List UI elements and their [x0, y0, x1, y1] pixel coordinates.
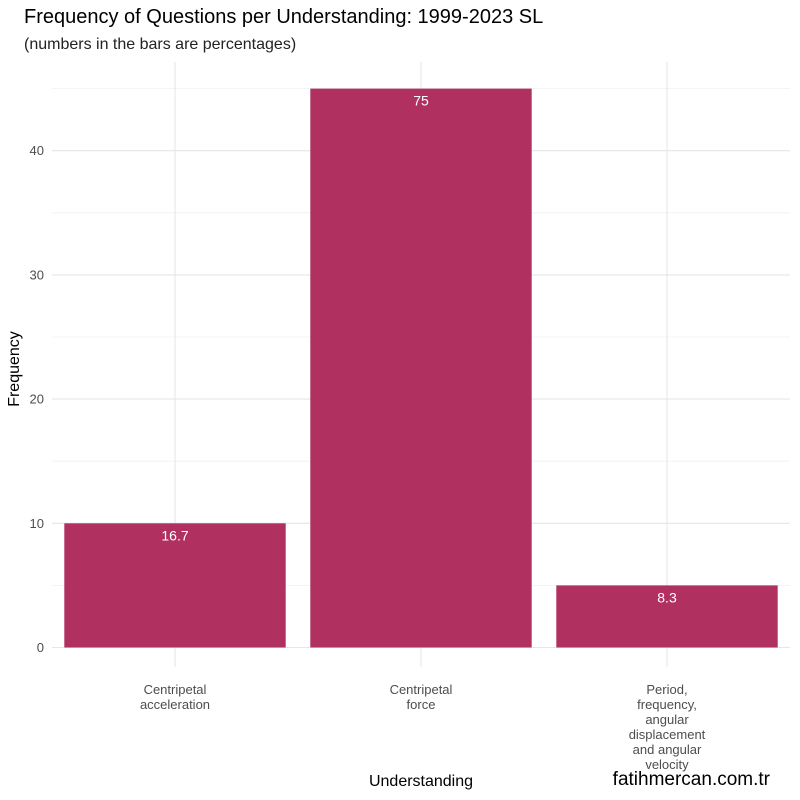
- watermark: fatihmercan.com.tr: [612, 769, 770, 790]
- bar: [556, 585, 778, 648]
- x-tick-label: Period, frequency, angular displacement and …: [629, 682, 706, 772]
- y-tick-label: 40: [30, 143, 44, 158]
- y-tick-label: 30: [30, 267, 44, 282]
- bar: [64, 523, 286, 648]
- x-axis-label: Understanding: [368, 773, 474, 790]
- bar-value-label: 75: [413, 93, 429, 109]
- y-tick-label: 0: [37, 640, 44, 655]
- chart-title: Frequency of Questions per Understanding…: [24, 6, 544, 28]
- bar-value-label: 8.3: [657, 589, 677, 605]
- x-tick-label: Centripetal acceleration: [140, 682, 210, 712]
- bar-value-label: 16.7: [161, 527, 188, 543]
- bar: [310, 88, 532, 648]
- chart-subtitle: (numbers in the bars are percentages): [24, 36, 297, 53]
- y-tick-label: 10: [30, 516, 44, 531]
- y-tick-label: 20: [30, 392, 44, 407]
- x-tick-label: Centripetal force: [390, 682, 453, 712]
